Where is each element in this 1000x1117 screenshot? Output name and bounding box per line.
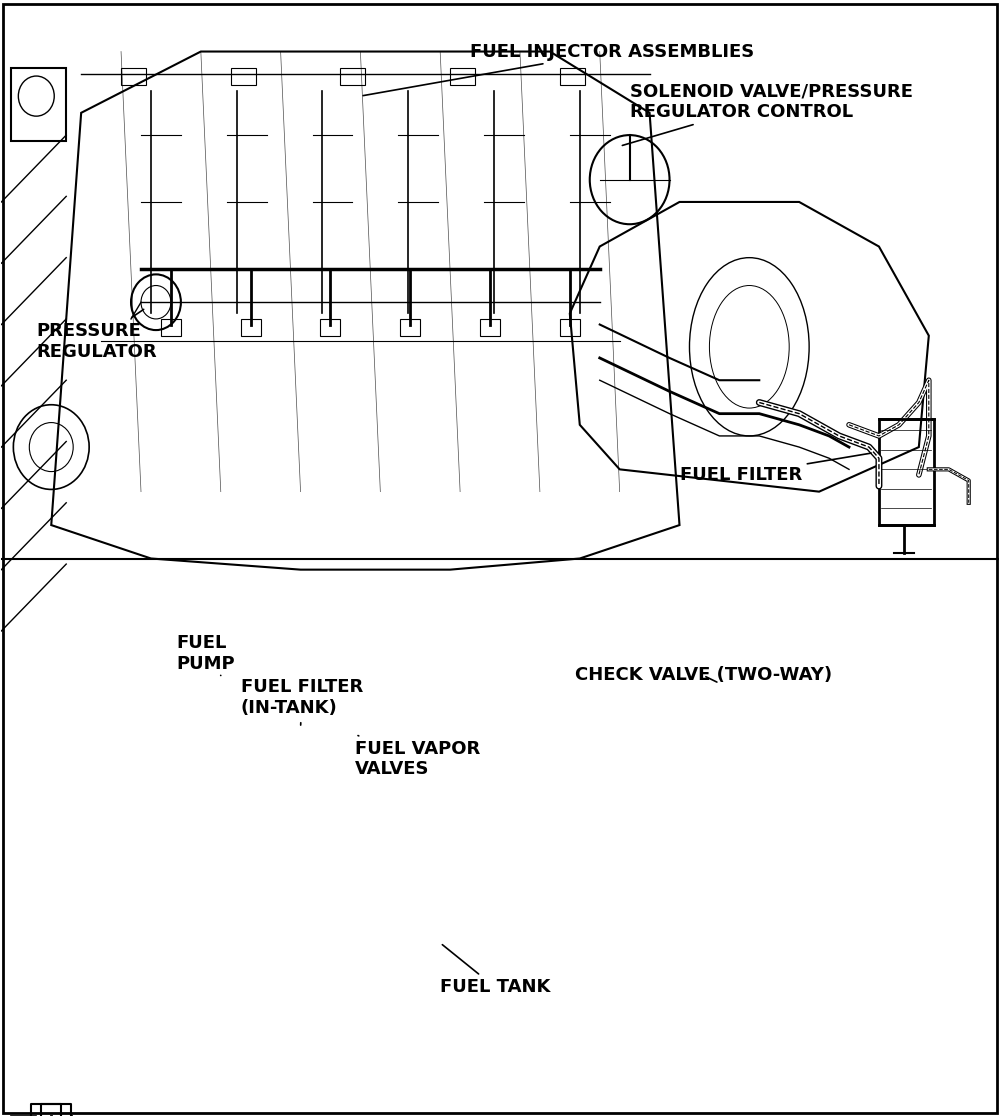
Text: SOLENOID VALVE/PRESSURE
REGULATOR CONTROL: SOLENOID VALVE/PRESSURE REGULATOR CONTRO… — [622, 83, 913, 145]
Text: FUEL INJECTOR ASSEMBLIES: FUEL INJECTOR ASSEMBLIES — [363, 42, 754, 96]
Bar — [400, 319, 420, 335]
Bar — [231, 68, 256, 85]
Text: FUEL FILTER: FUEL FILTER — [680, 454, 871, 484]
Bar — [340, 68, 365, 85]
Text: FUEL VAPOR
VALVES: FUEL VAPOR VALVES — [355, 736, 481, 779]
Bar — [450, 68, 475, 85]
Text: FUEL TANK: FUEL TANK — [440, 945, 551, 996]
Bar — [560, 68, 585, 85]
Text: CHECK VALVE (TWO-WAY): CHECK VALVE (TWO-WAY) — [575, 667, 832, 685]
Text: FUEL FILTER
(IN-TANK): FUEL FILTER (IN-TANK) — [241, 678, 363, 725]
Bar — [320, 319, 340, 335]
Bar — [11, 1116, 36, 1117]
Text: FUEL
PUMP: FUEL PUMP — [176, 633, 235, 676]
Bar — [11, 68, 66, 141]
Bar — [121, 68, 146, 85]
Bar — [161, 319, 181, 335]
Bar — [480, 319, 500, 335]
Text: PRESSURE
REGULATOR: PRESSURE REGULATOR — [36, 309, 157, 361]
Bar — [241, 319, 261, 335]
Bar — [560, 319, 580, 335]
Bar — [879, 419, 934, 525]
